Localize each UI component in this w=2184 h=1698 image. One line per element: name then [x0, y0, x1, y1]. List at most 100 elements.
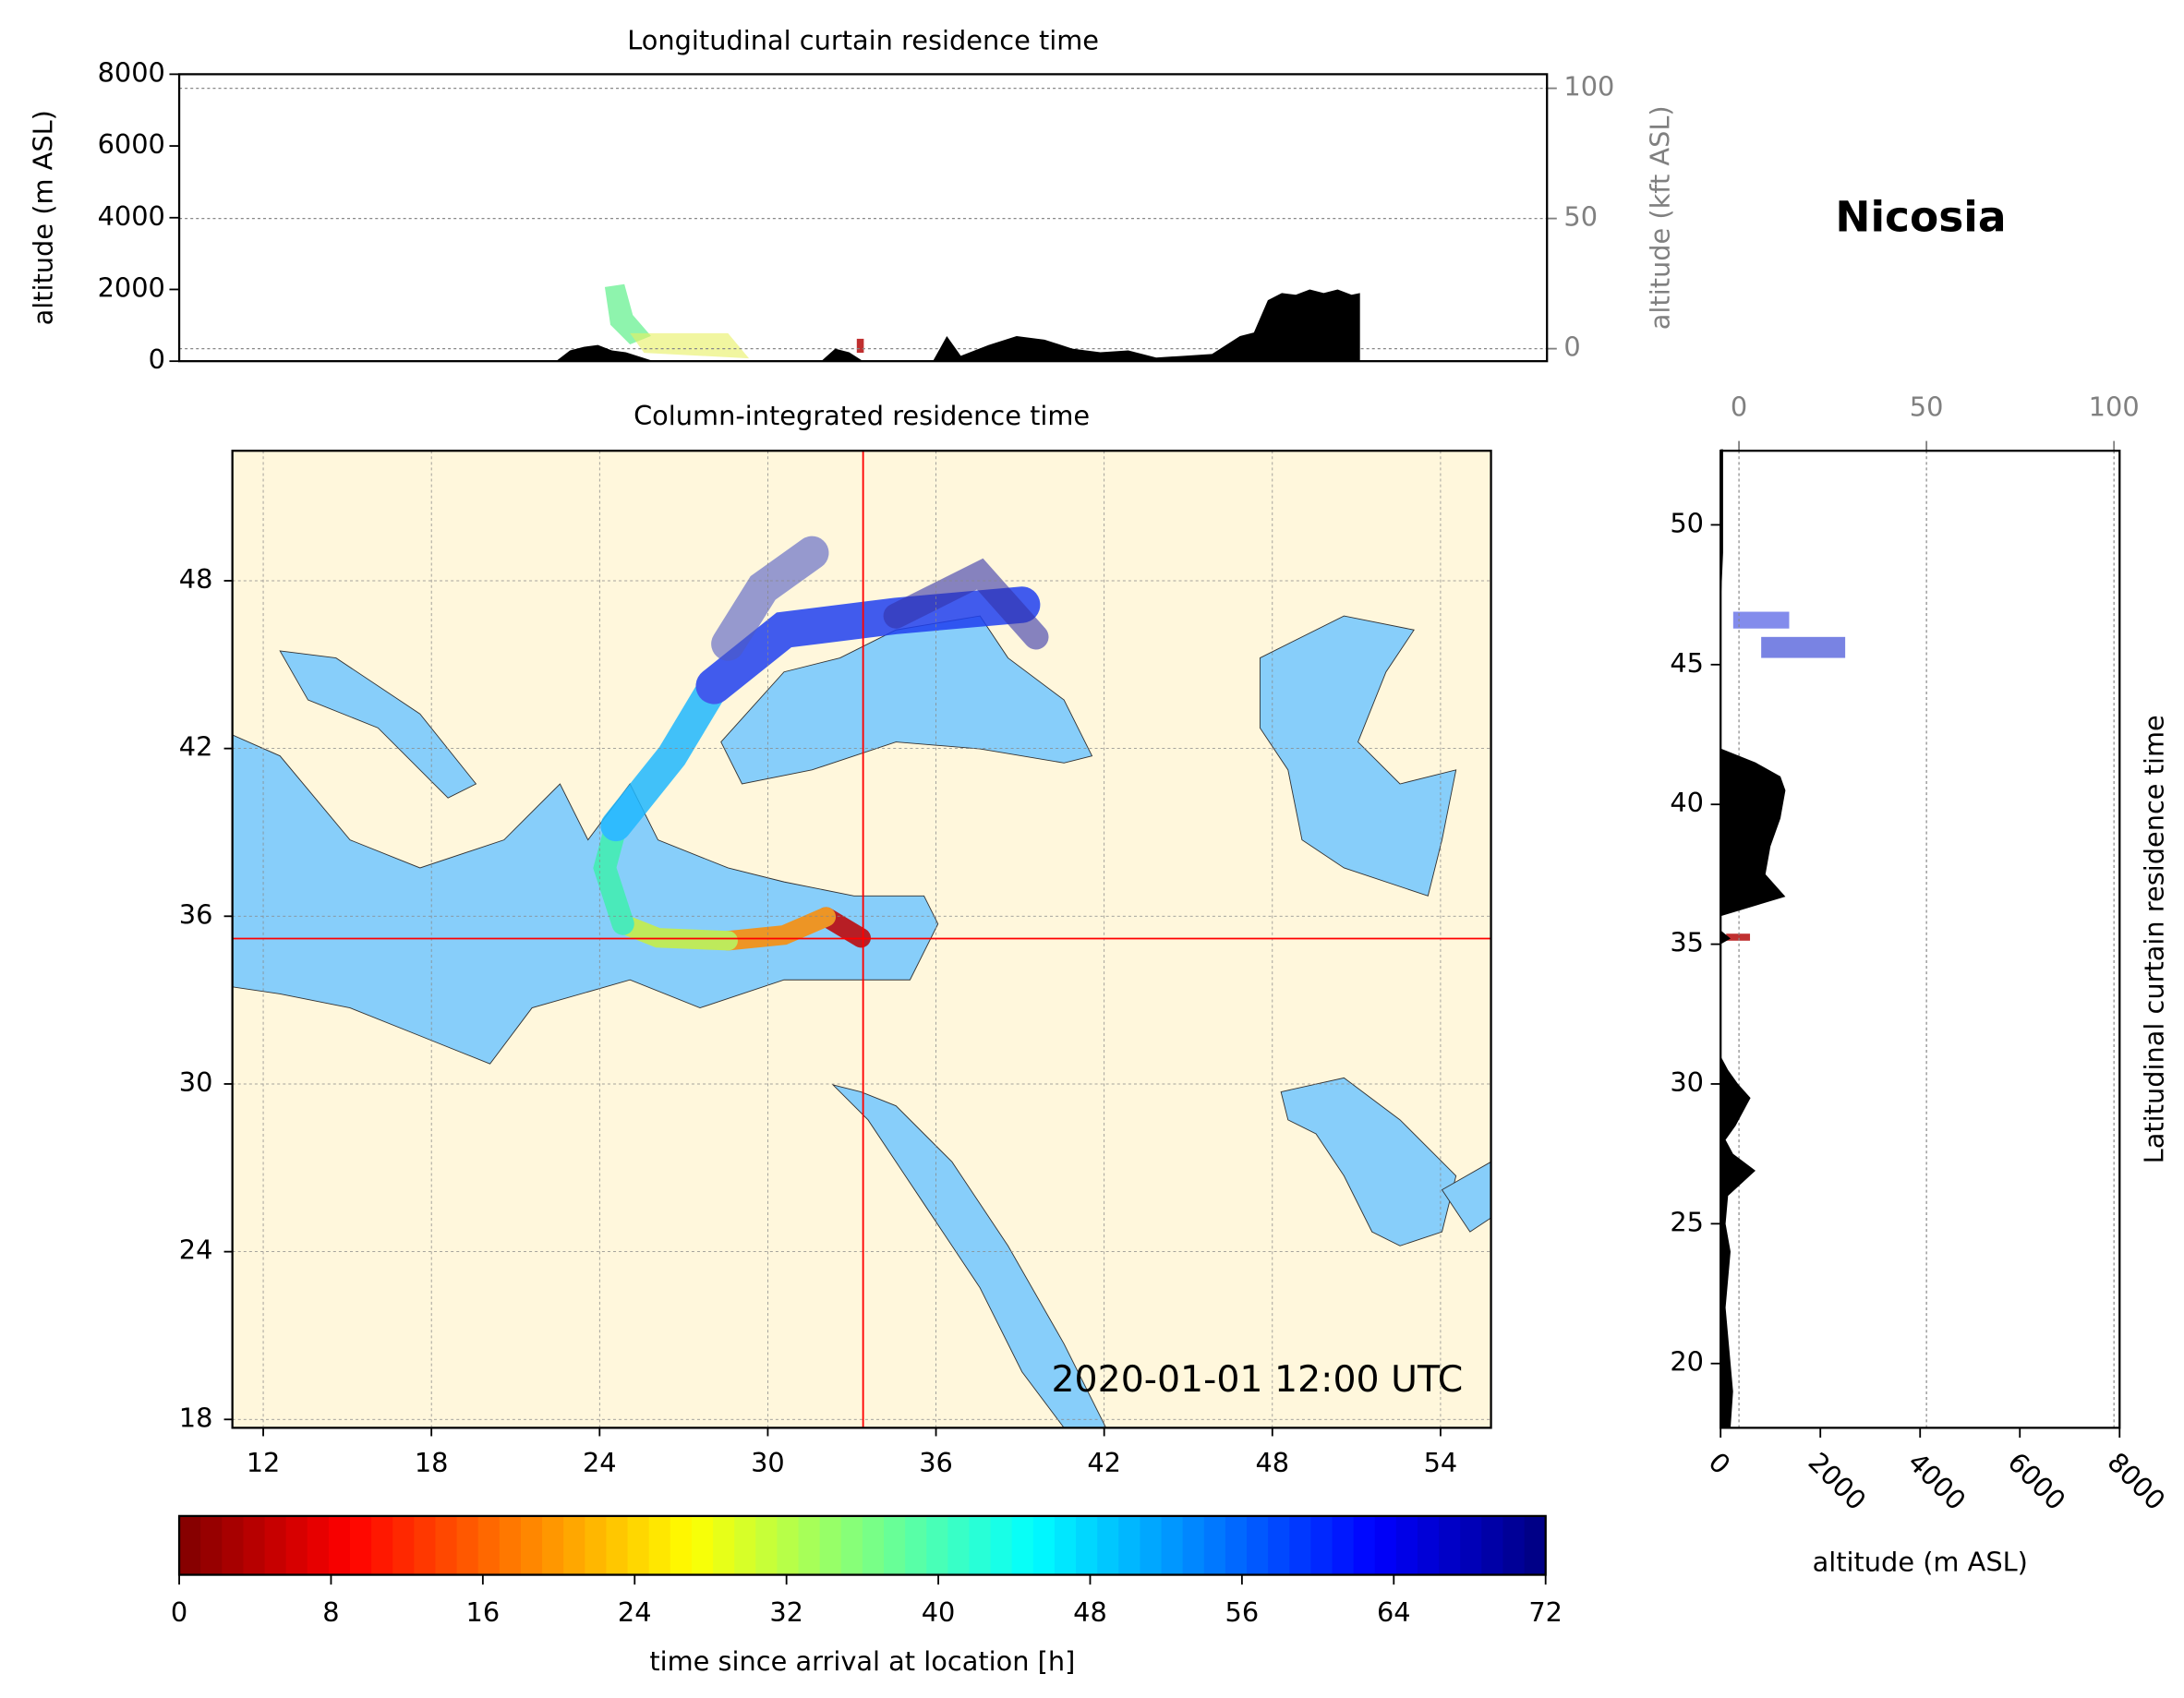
y-tick-label: 36 [179, 898, 213, 930]
colorbar-step [798, 1515, 821, 1575]
plot-frame [177, 1514, 1547, 1576]
x-tick-label: 48 [1255, 1447, 1289, 1478]
x-tick-label: 42 [1087, 1447, 1121, 1478]
colorbar-step [1011, 1515, 1034, 1575]
colorbar-step [1225, 1515, 1248, 1575]
x2-tick-label: 100 [2089, 391, 2140, 423]
colorbar-step [905, 1515, 928, 1575]
x-tick-label: 24 [583, 1447, 617, 1478]
colorbar-tick-label: 24 [618, 1596, 652, 1628]
colorbar-step [563, 1515, 586, 1575]
colorbar-step [285, 1515, 308, 1575]
plume-green [604, 283, 651, 344]
colorbar-step [414, 1515, 437, 1575]
y-tick-label: 48 [179, 563, 213, 595]
colorbar-step [1076, 1515, 1099, 1575]
plume-segment [711, 536, 829, 661]
colorbar-step [947, 1515, 971, 1575]
colorbar-tick-label: 72 [1528, 1596, 1563, 1628]
terrain-area [556, 289, 1360, 362]
colorbar-step [1460, 1515, 1483, 1575]
adriatic [279, 650, 477, 799]
y-tick-label: 42 [179, 731, 213, 763]
y-tick-label: 50 [1670, 507, 1704, 538]
colorbar-step [1054, 1515, 1077, 1575]
y-tick-label: 2000 [98, 271, 165, 303]
colorbar-label: time since arrival at location [h] [649, 1645, 1075, 1677]
colorbar-step [648, 1515, 671, 1575]
plume-segment [600, 670, 730, 842]
colorbar-step [1481, 1515, 1504, 1575]
colorbar-step [755, 1515, 778, 1575]
station-title: Nicosia [1835, 193, 2006, 242]
colorbar-step [1097, 1515, 1120, 1575]
colorbar-step [1161, 1515, 1184, 1575]
colorbar-tick-label: 48 [1073, 1596, 1107, 1628]
x-tick-label: 18 [415, 1447, 449, 1478]
colorbar-step [1032, 1515, 1056, 1575]
colorbar-step [585, 1515, 608, 1575]
plot-frame [231, 450, 1492, 1429]
colorbar-step [969, 1515, 992, 1575]
plume-segment [883, 558, 1049, 650]
y-tick-label: 18 [179, 1402, 213, 1433]
colorbar-step [392, 1515, 416, 1575]
x-tick-label: 30 [751, 1447, 785, 1478]
colorbar-step [307, 1515, 330, 1575]
x-tick-label: 0 [1702, 1446, 1736, 1480]
y2-tick-label: 100 [1563, 71, 1614, 102]
colorbar-step [1395, 1515, 1418, 1575]
x-axis-label: altitude (m ASL) [1813, 1546, 2028, 1577]
colorbar-step [627, 1515, 650, 1575]
colorbar-tick-label: 64 [1377, 1596, 1411, 1628]
colorbar-step [1332, 1515, 1355, 1575]
seas [232, 615, 1491, 1428]
colorbar-tick-label: 0 [171, 1596, 187, 1628]
y-tick-label: 4000 [98, 200, 165, 232]
right-plume [1726, 611, 1846, 941]
colorbar-step [840, 1515, 863, 1575]
y-axis-label: altitude (m ASL) [28, 110, 59, 325]
colorbar-tick-label: 8 [322, 1596, 339, 1628]
colorbar-step [670, 1515, 693, 1575]
colorbar-step [542, 1515, 565, 1575]
black-sea [720, 615, 1093, 785]
colorbar-step [1310, 1515, 1333, 1575]
top-plume [604, 283, 864, 359]
map-layer [232, 451, 1491, 1428]
gulf-of-oman [1441, 1161, 1491, 1233]
colorbar-tick-label: 16 [466, 1596, 501, 1628]
map-plume [593, 536, 1049, 951]
colorbar-step [350, 1515, 373, 1575]
x-tick-label: 4000 [1902, 1446, 1973, 1516]
colorbar-tick-label: 40 [922, 1596, 956, 1628]
colorbar-step [1374, 1515, 1397, 1575]
colorbar-step [1439, 1515, 1462, 1575]
colorbar-step [435, 1515, 458, 1575]
colorbar-step [1524, 1515, 1547, 1575]
colorbar-step [264, 1515, 287, 1575]
plot-frame [1719, 450, 2121, 1429]
colorbar-step [179, 1515, 202, 1575]
colorbar-step [222, 1515, 245, 1575]
panel-title: Longitudinal curtain residence time [627, 25, 1099, 56]
colorbar-step [328, 1515, 351, 1575]
plume-blue [1732, 611, 1790, 629]
x2-tick-label: 0 [1731, 391, 1747, 423]
colorbar-step [819, 1515, 842, 1575]
colorbar-step [1502, 1515, 1526, 1575]
colorbar-step [243, 1515, 266, 1575]
y2-axis-label: altitude (kft ASL) [1645, 105, 1676, 330]
y-tick-label: 40 [1670, 787, 1704, 818]
colorbar-step [862, 1515, 885, 1575]
y-tick-label: 6000 [98, 128, 165, 160]
colorbar-step [713, 1515, 736, 1575]
colorbar-step [499, 1515, 522, 1575]
x-tick-label: 36 [919, 1447, 953, 1478]
x-tick-label: 2000 [1803, 1446, 1873, 1516]
y-tick-label: 24 [179, 1234, 213, 1266]
caspian-sea [1259, 615, 1457, 897]
plume-red [1726, 933, 1751, 941]
